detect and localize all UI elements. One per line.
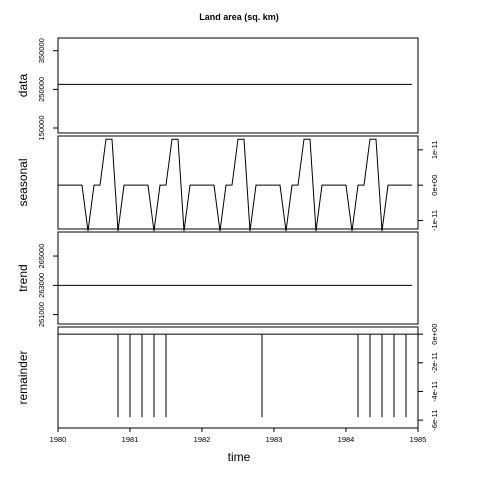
- y-tick-label-seasonal-1: 0e+00: [430, 175, 439, 196]
- y-tick-label-remainder-2: -2e-11: [430, 352, 439, 373]
- y-axis-label-remainder: remainder: [16, 350, 30, 404]
- y-tick-label-trend-1: 263000: [37, 273, 46, 298]
- y-tick-label-data-2: 350000: [37, 38, 46, 63]
- panel-frame-remainder: [57, 326, 419, 429]
- x-tick-label-5: 1985: [410, 435, 427, 444]
- y-tick-label-remainder-1: -4e-11: [430, 381, 439, 402]
- panel-frame-trend: [57, 231, 419, 325]
- y-tick-label-seasonal-2: 1e-11: [430, 141, 439, 160]
- x-tick-label-0: 1980: [50, 435, 67, 444]
- x-tick-label-4: 1984: [338, 435, 355, 444]
- x-axis-label: time: [228, 450, 251, 464]
- y-tick-label-trend-2: 265000: [37, 244, 46, 269]
- x-tick-label-1: 1981: [122, 435, 139, 444]
- panel-frame-seasonal: [57, 135, 419, 230]
- panel-frame-data: [57, 37, 419, 134]
- y-axis-label-seasonal: seasonal: [16, 158, 30, 206]
- y-tick-label-remainder-3: 0e+00: [430, 324, 439, 345]
- y-tick-label-data-0: 150000: [37, 115, 46, 140]
- y-axis-label-trend: trend: [16, 264, 30, 291]
- y-tick-label-seasonal-0: -1e-11: [430, 210, 439, 231]
- y-tick-label-remainder-0: -6e-11: [430, 410, 439, 431]
- chart-title: Land area (sq. km): [199, 12, 279, 22]
- y-tick-label-trend-0: 261000: [37, 302, 46, 327]
- x-tick-label-2: 1982: [194, 435, 211, 444]
- y-axis-label-data: data: [16, 73, 30, 97]
- x-tick-label-3: 1983: [266, 435, 283, 444]
- y-tick-label-data-1: 250000: [37, 77, 46, 102]
- series-line-seasonal: [58, 138, 412, 232]
